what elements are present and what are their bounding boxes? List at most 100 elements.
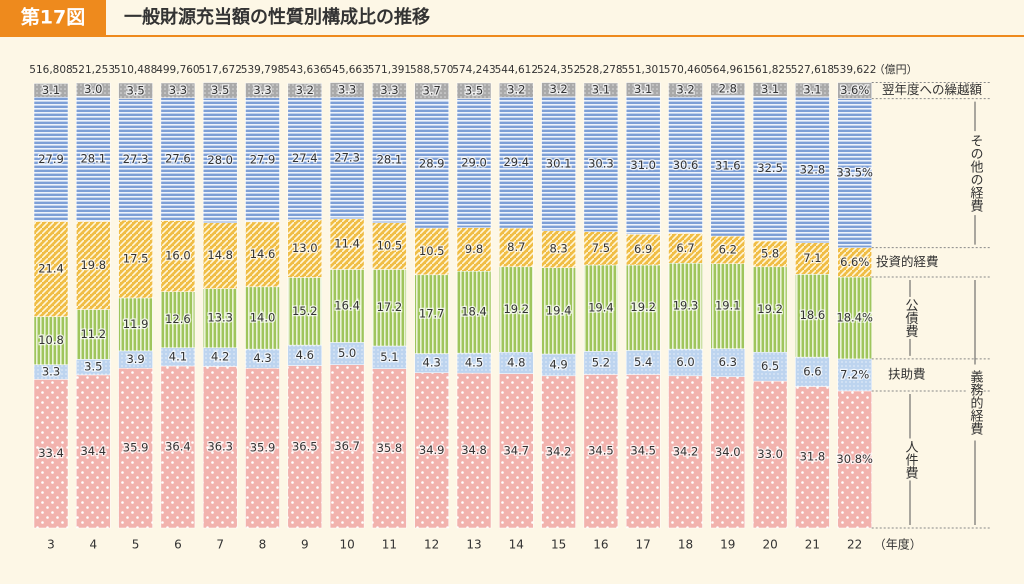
bar-segment — [752, 351, 788, 382]
bar-segment — [541, 82, 576, 98]
total-label: 539,798 — [241, 64, 284, 76]
bar-segment — [499, 96, 534, 229]
bar-segment — [625, 374, 661, 529]
total-unit: （億円） — [874, 63, 918, 76]
bar-segment — [76, 221, 111, 310]
value-label: 3.1 — [634, 82, 652, 96]
bar-segment — [668, 233, 703, 264]
bar-segment — [752, 240, 788, 268]
total-label: 574,243 — [452, 64, 495, 76]
bar-segment — [625, 234, 661, 266]
total-label: 510,488 — [114, 64, 157, 76]
bar-segment — [372, 269, 407, 347]
bar-segment — [752, 82, 788, 97]
value-label: 4.1 — [169, 349, 187, 363]
bar-segment — [837, 98, 872, 248]
value-label: 27.9 — [250, 152, 276, 166]
bar-segment — [837, 82, 872, 99]
bar-segment — [456, 227, 492, 272]
value-label: 16.0 — [165, 249, 191, 263]
value-label: 3.5 — [211, 83, 229, 97]
bar-segment — [245, 97, 280, 223]
value-label: 4.3 — [423, 356, 441, 370]
value-label: 32.5 — [757, 161, 783, 175]
value-label: 5.8 — [761, 246, 779, 260]
bar-segment — [202, 82, 238, 99]
total-label: 551,301 — [621, 64, 664, 76]
value-label: 3.1 — [803, 82, 821, 96]
value-label: 30.3 — [588, 157, 614, 171]
value-label: 12.6 — [165, 312, 191, 326]
bar-segment — [202, 222, 238, 289]
bar-segment — [76, 96, 111, 222]
value-label: 3.2 — [296, 83, 314, 97]
total-label: 588,570 — [410, 64, 453, 76]
label-bg — [902, 438, 918, 481]
value-label: 8.3 — [549, 242, 567, 256]
value-label: 11.9 — [123, 317, 149, 331]
bar-segment — [625, 82, 661, 97]
bar-segment — [329, 364, 365, 529]
value-label: 28.1 — [80, 151, 106, 165]
value-label: 7.5 — [592, 241, 610, 255]
value-label: 29.0 — [461, 156, 487, 170]
bar-segment — [837, 276, 872, 360]
value-label: 4.6 — [296, 348, 314, 362]
bar-segment — [668, 262, 703, 350]
label-bg — [967, 131, 983, 216]
bar-segment — [202, 288, 238, 349]
value-label: 6.7 — [676, 241, 694, 255]
x-tick-label: 16 — [593, 538, 608, 552]
value-label: 4.3 — [253, 351, 271, 365]
value-label: 4.9 — [549, 357, 567, 371]
value-label: 17.7 — [419, 307, 445, 321]
value-label: 3.6% — [840, 83, 869, 97]
value-label: 34.5 — [588, 444, 614, 458]
bar-segment — [160, 82, 196, 98]
x-tick-label: 18 — [678, 538, 693, 552]
value-label: 3.1 — [761, 82, 779, 96]
value-label: 27.3 — [123, 152, 149, 166]
value-label: 32.8 — [800, 162, 826, 176]
x-tick-label: 13 — [466, 538, 481, 552]
chart-title: 一般財源充当額の性質別構成比の推移 — [124, 6, 430, 28]
bar-segment — [202, 97, 238, 223]
value-label: 27.3 — [334, 150, 360, 164]
bar-segment — [668, 96, 703, 234]
bar-segment — [710, 82, 746, 96]
total-label: 545,663 — [325, 64, 368, 76]
value-label: 33.5% — [836, 166, 873, 180]
value-label: 17.5 — [123, 251, 149, 265]
value-label: 36.5 — [292, 439, 318, 453]
value-label: 31.0 — [630, 158, 656, 172]
bar-segment — [541, 375, 576, 529]
value-label: 34.9 — [419, 443, 445, 457]
label-bg — [967, 364, 983, 441]
x-tick-label: 21 — [805, 538, 820, 552]
bar-segment — [541, 267, 576, 355]
bar-segment — [76, 82, 111, 97]
bar-segment — [583, 264, 619, 352]
x-tick-label: 7 — [216, 538, 224, 552]
value-label: 2.8 — [719, 82, 737, 96]
bar-segment — [456, 82, 492, 99]
value-label: 34.0 — [715, 445, 741, 459]
value-label: 7.2% — [840, 367, 869, 381]
bar-segment — [33, 221, 69, 317]
bar-segment — [583, 96, 619, 232]
value-label: 3.3 — [42, 365, 60, 379]
value-label: 4.2 — [211, 350, 229, 364]
total-label: 516,808 — [29, 64, 72, 76]
value-label: 28.1 — [377, 153, 403, 167]
value-label: 33.4 — [38, 446, 64, 460]
value-label: 30.1 — [546, 156, 572, 170]
total-label: 521,253 — [72, 64, 115, 76]
value-label: 35.9 — [123, 441, 149, 455]
total-label: 570,460 — [664, 64, 707, 76]
bar-segment — [372, 97, 407, 223]
bar-segment — [456, 372, 492, 529]
value-label: 19.3 — [673, 299, 699, 313]
value-label: 6.6 — [803, 364, 821, 378]
label-bg — [902, 296, 918, 339]
